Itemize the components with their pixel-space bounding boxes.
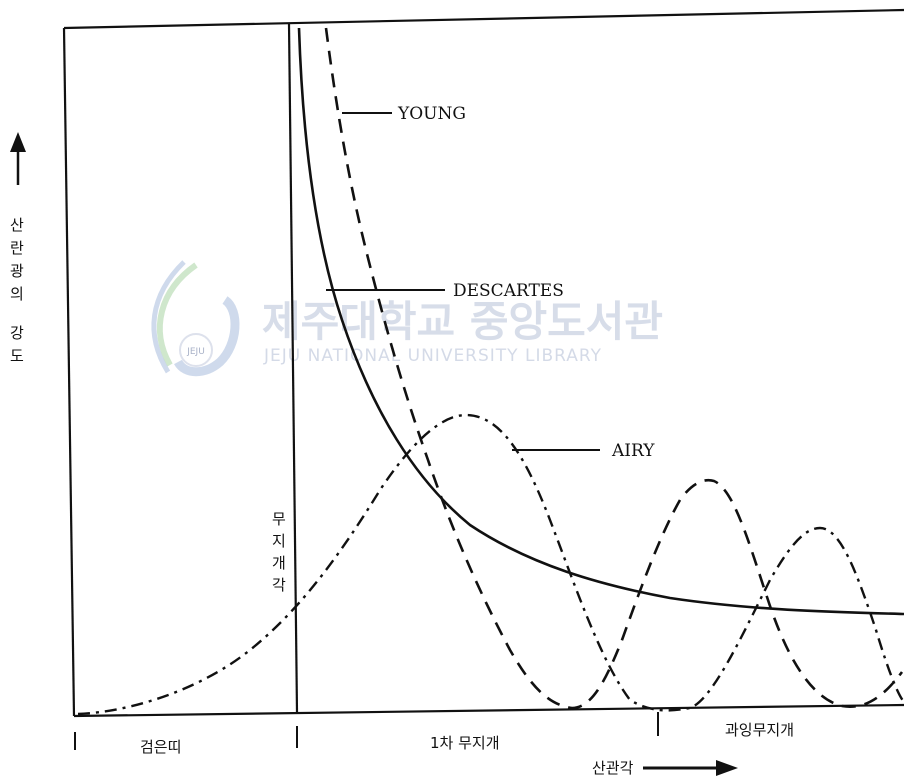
y-axis-char-2: 란 bbox=[10, 239, 24, 257]
rainbow-angle-title: 무 지 개 각 bbox=[272, 510, 286, 594]
y-axis-char-4: 의 bbox=[10, 285, 24, 303]
airy-curve bbox=[77, 413, 904, 716]
descartes-label: DESCARTES bbox=[453, 281, 564, 301]
rainbow-angle-char-4: 각 bbox=[272, 576, 286, 594]
young-label: YOUNG bbox=[397, 104, 466, 124]
y-axis-char-5: 강 bbox=[10, 324, 24, 342]
plot-frame bbox=[62, 8, 904, 718]
frame-left bbox=[62, 27, 76, 717]
watermark-seal-logo: JEJU bbox=[151, 260, 240, 377]
watermark-korean: 제주대학교 중앙도서관 bbox=[262, 297, 663, 346]
region-supernumerary: 과잉무지개 bbox=[725, 721, 794, 739]
x-axis-label: 산관각 bbox=[592, 759, 634, 777]
region-dark-band: 검은띠 bbox=[140, 738, 181, 756]
y-axis-arrowhead bbox=[10, 132, 26, 152]
rainbow-angle-char-3: 개 bbox=[272, 554, 286, 572]
airy-label: AIRY bbox=[611, 441, 655, 461]
frame-top bbox=[63, 8, 904, 30]
watermark-seal-text: JEJU bbox=[186, 347, 205, 357]
rainbow-angle-char-1: 무 bbox=[272, 510, 286, 528]
y-axis-title: 산 란 광 의 강 도 bbox=[10, 132, 26, 365]
watermark-english: JEJU NATIONAL UNIVERSITY LIBRARY bbox=[263, 346, 602, 366]
descartes-curve bbox=[297, 27, 904, 616]
rainbow-angle-line bbox=[287, 23, 299, 713]
region-dividers bbox=[74, 712, 659, 750]
y-axis-char-6: 도 bbox=[10, 347, 24, 365]
y-axis-char-3: 광 bbox=[10, 262, 24, 280]
x-axis-arrowhead bbox=[716, 760, 738, 776]
y-axis-char-1: 산 bbox=[10, 216, 24, 234]
x-axis-title: 산관각 bbox=[592, 759, 738, 777]
region-primary-rainbow: 1차 무지개 bbox=[430, 734, 500, 752]
frame-bottom bbox=[73, 703, 904, 718]
young-curve bbox=[324, 27, 904, 710]
curve-labels: YOUNG DESCARTES AIRY bbox=[326, 104, 655, 461]
rainbow-angle-char-2: 지 bbox=[272, 532, 286, 550]
library-watermark: JEJU 제주대학교 중앙도서관 JEJU NATIONAL UNIVERSIT… bbox=[151, 260, 663, 377]
